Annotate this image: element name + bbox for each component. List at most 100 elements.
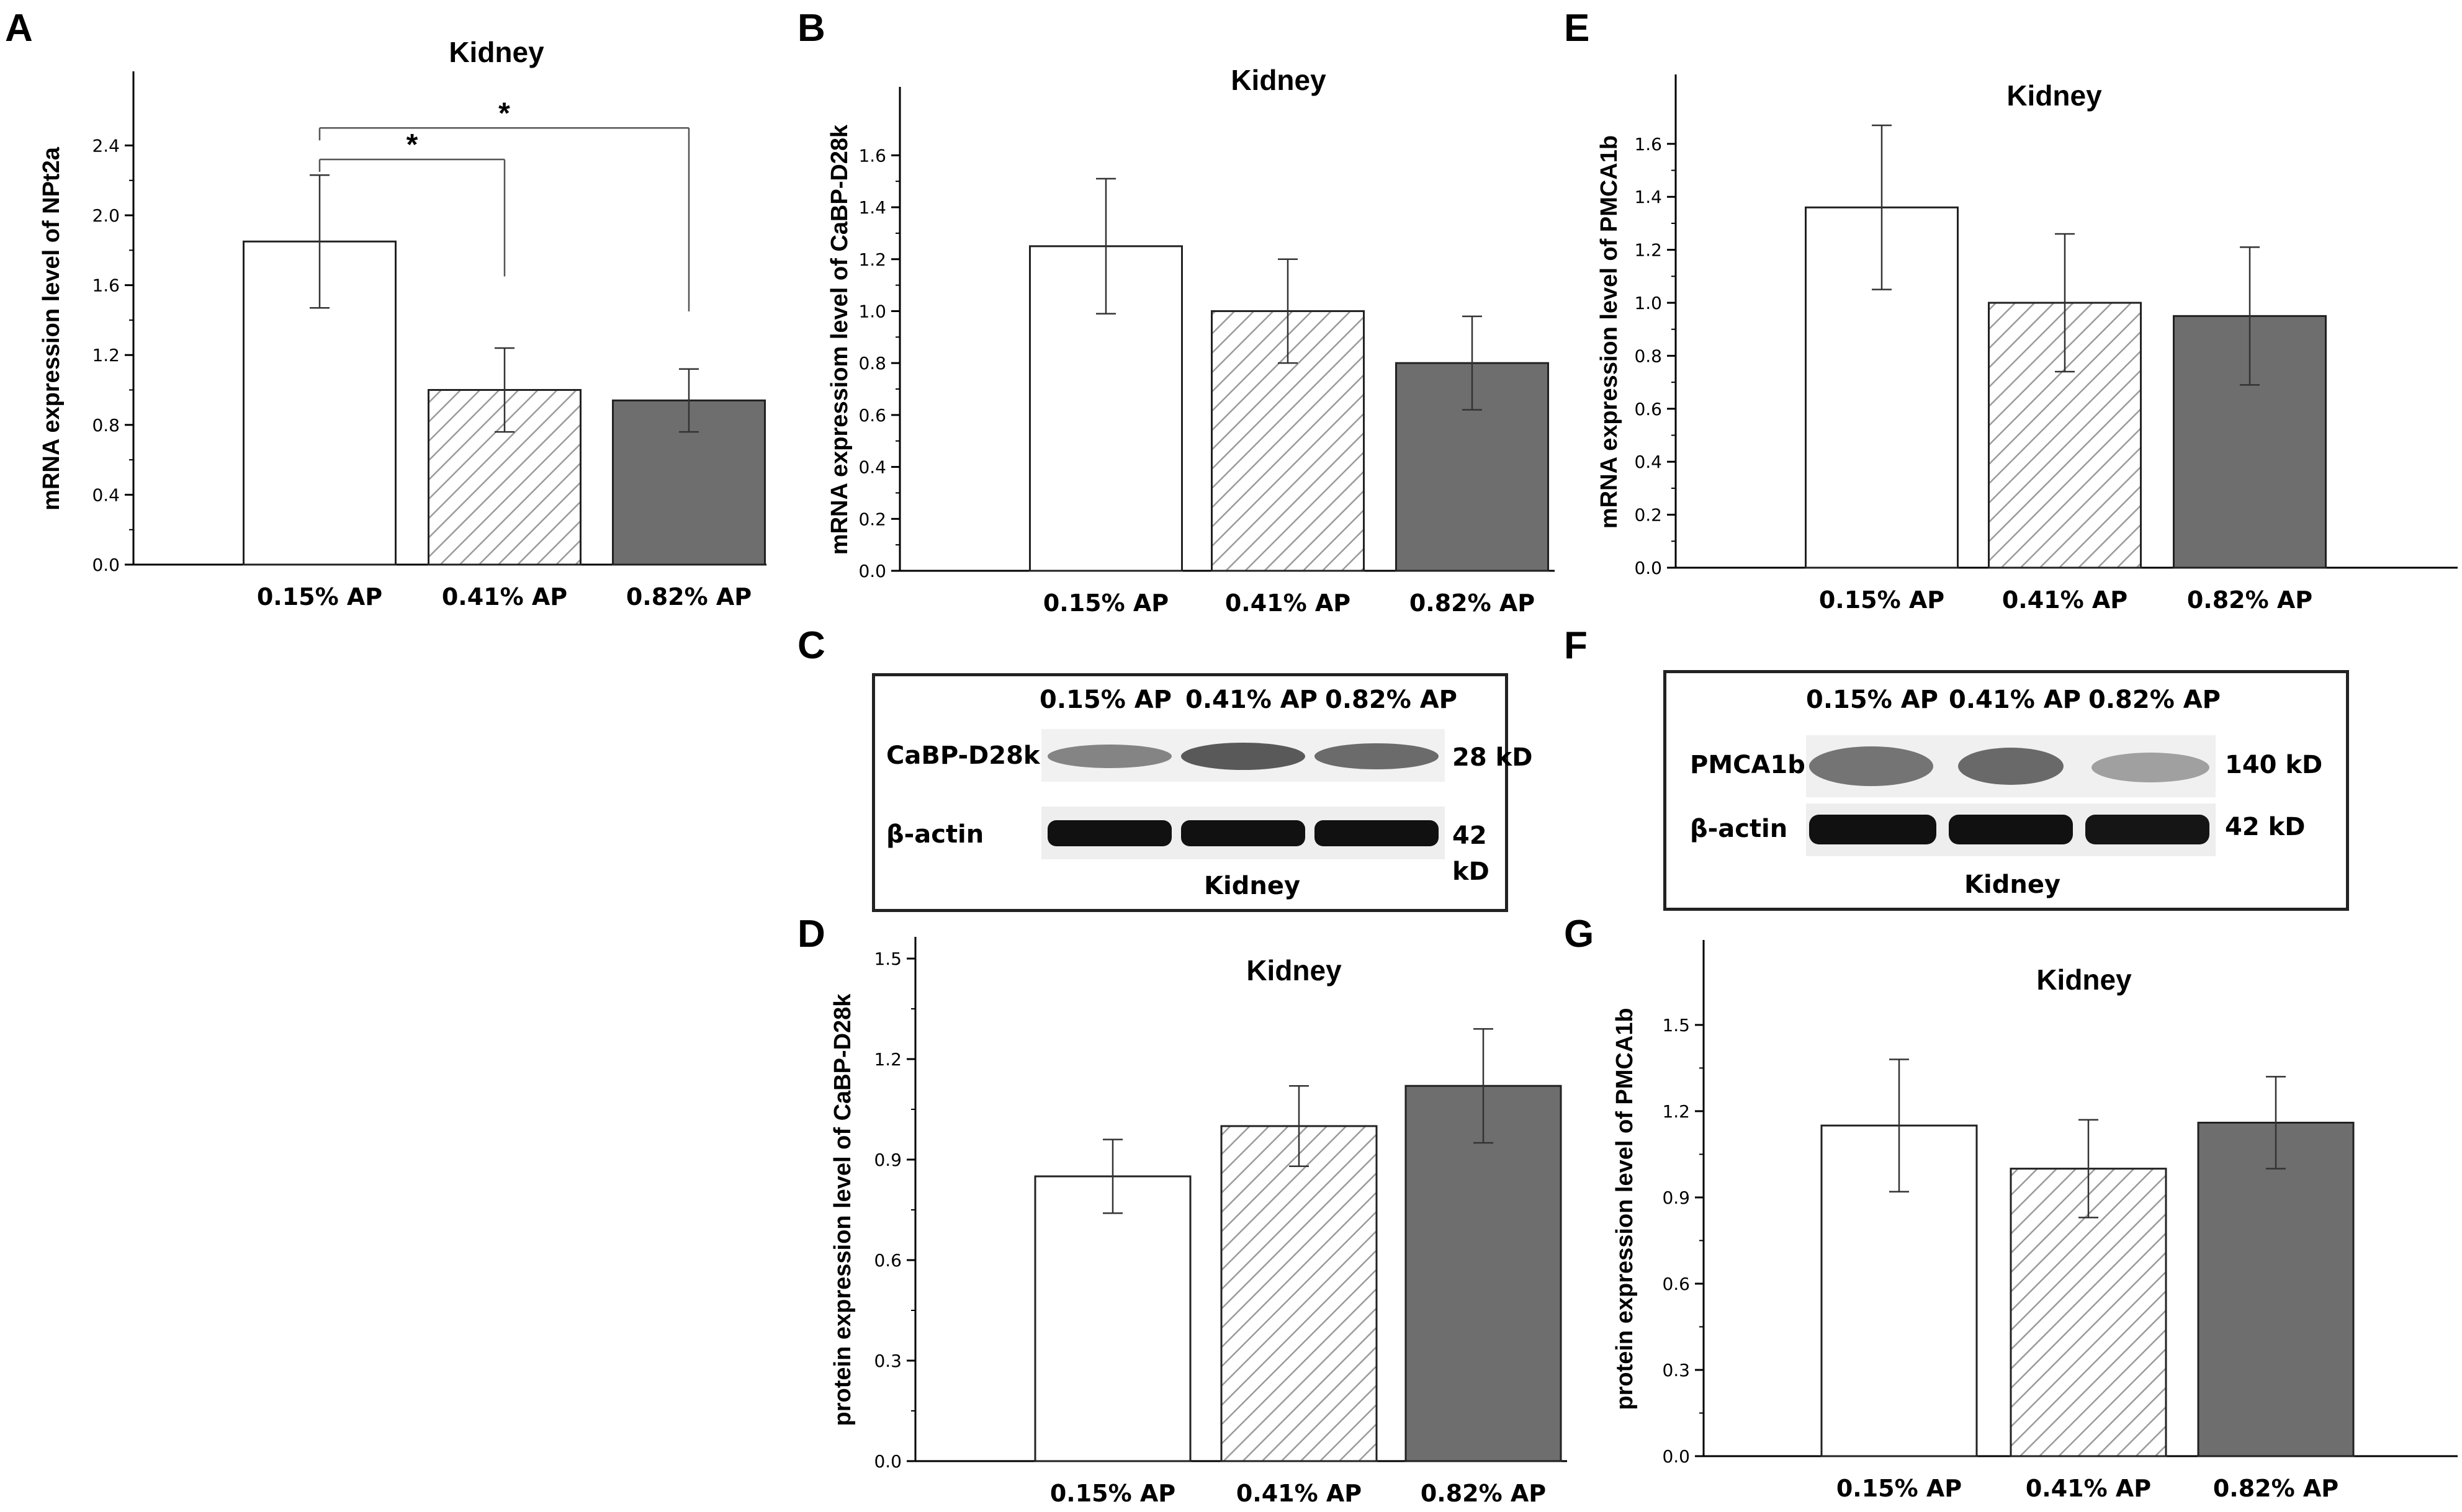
- x-tick-label: 0.41% AP: [2002, 586, 2127, 614]
- chart-title: Kidney: [1231, 64, 1326, 96]
- chart-b: Kidney mRNA expressiom level of CaBP-D28k…: [827, 64, 1555, 617]
- panel-label-a: A: [5, 7, 33, 50]
- y-axis-label: mRNA expression level of PMCA1b: [1596, 135, 1622, 529]
- y-tick-label: 2.0: [92, 205, 120, 226]
- y-tick-label: 0.4: [92, 485, 120, 505]
- y-tick-label: 1.2: [1634, 240, 1662, 261]
- blot-target-kd: 28 kD: [1452, 743, 1533, 772]
- y-tick-label: 0.6: [874, 1250, 902, 1271]
- y-tick-label: 1.0: [1634, 293, 1662, 313]
- y-axis-label: mRNA expressiom level of CaBP-D28k: [827, 124, 853, 555]
- y-tick-label: 0.4: [858, 457, 886, 478]
- panel-label-d: D: [797, 913, 825, 955]
- y-tick-label: 0.0: [1634, 558, 1662, 578]
- panel-label-c: C: [797, 624, 825, 667]
- y-tick-label: 0.2: [1634, 505, 1662, 526]
- y-tick-label: 0.6: [1662, 1274, 1690, 1294]
- x-tick-label: 0.41% AP: [1236, 1480, 1362, 1507]
- blot-tissue-label: Kidney: [1964, 870, 2061, 899]
- chart-title: Kidney: [2006, 79, 2102, 112]
- y-tick-label: 0.4: [1634, 452, 1662, 472]
- chart-title: Kidney: [2036, 964, 2132, 996]
- y-tick-label: 1.6: [92, 275, 120, 296]
- blot-band-strip-control: [1806, 803, 2216, 856]
- blot-lane-label: 0.15% AP: [1806, 686, 1938, 714]
- western-blot-f: 0.15% AP 0.41% AP 0.82% AP PMCA1b 140 kD…: [1663, 670, 2349, 911]
- y-tick-label: 0.0: [858, 561, 886, 581]
- x-tick-label: 0.82% AP: [2213, 1475, 2338, 1502]
- blot-control-label: β-actin: [1690, 815, 1788, 843]
- chart-g: Kidney protein expression level of PMCA1b…: [1612, 940, 2458, 1502]
- bar: [2197, 1121, 2355, 1457]
- chart-title: Kidney: [449, 36, 544, 68]
- x-tick-label: 0.82% AP: [1409, 589, 1535, 617]
- y-tick-label: 1.2: [858, 249, 886, 270]
- blot-target-label: PMCA1b: [1690, 751, 1805, 779]
- x-tick-label: 0.82% AP: [2187, 586, 2312, 614]
- x-tick-label: 0.41% AP: [442, 583, 567, 611]
- blot-band-strip-target: [1806, 735, 2216, 797]
- x-tick-label: 0.15% AP: [1836, 1475, 1962, 1502]
- y-tick-label: 0.0: [874, 1451, 902, 1472]
- y-tick-label: 0.8: [1634, 346, 1662, 366]
- panel-label-b: B: [797, 7, 825, 50]
- x-tick-label: 0.82% AP: [626, 583, 752, 611]
- bar: [1034, 1175, 1192, 1462]
- y-tick-label: 0.9: [874, 1150, 902, 1170]
- chart-title: Kidney: [1246, 954, 1342, 986]
- bar: [1404, 1085, 1562, 1462]
- blot-control-kd: 42 kD: [1452, 821, 1489, 886]
- blot-tissue-label: Kidney: [1204, 872, 1301, 900]
- blot-lane-label: 0.15% AP: [1040, 686, 1172, 714]
- y-tick-label: 1.2: [92, 345, 120, 365]
- y-tick-label: 0.3: [874, 1351, 902, 1371]
- blot-lane-label: 0.82% AP: [2088, 686, 2221, 714]
- y-tick-label: 1.5: [1662, 1015, 1690, 1036]
- y-tick-label: 0.9: [1662, 1188, 1690, 1208]
- blot-target-kd: 140 kD: [2225, 751, 2323, 779]
- western-blot-c: 0.15% AP 0.41% AP 0.82% AP CaBP-D28k 28 …: [872, 673, 1532, 912]
- blot-band-strip-target: [1041, 729, 1445, 782]
- panel-label-e: E: [1564, 7, 1590, 50]
- y-tick-label: 1.5: [874, 949, 902, 969]
- y-tick-label: 0.6: [1634, 399, 1662, 419]
- x-tick-label: 0.15% AP: [1050, 1480, 1175, 1507]
- y-tick-label: 1.4: [1634, 187, 1662, 207]
- panel-label-f: F: [1564, 624, 1588, 667]
- chart-a: Kidney mRNA expression level of NPt2a 0.0 0…: [38, 36, 766, 611]
- chart-d: Kidney protein expression level of CaBP-D…: [830, 937, 1567, 1507]
- significance-star: *: [498, 97, 510, 130]
- y-axis-label: protein expression level of PMCA1b: [1612, 1008, 1638, 1410]
- y-tick-label: 1.2: [874, 1049, 902, 1070]
- y-tick-label: 0.2: [858, 509, 886, 529]
- x-tick-label: 0.15% AP: [257, 583, 382, 611]
- y-tick-label: 0.0: [1662, 1446, 1690, 1467]
- bar: [1220, 1125, 1378, 1462]
- blot-lane-label: 0.82% AP: [1325, 686, 1457, 714]
- y-tick-label: 0.3: [1662, 1360, 1690, 1380]
- x-tick-label: 0.15% AP: [1043, 589, 1169, 617]
- blot-band-strip-control: [1041, 807, 1445, 859]
- blot-control-label: β-actin: [886, 820, 984, 849]
- y-tick-label: 1.6: [858, 145, 886, 166]
- y-tick-label: 0.8: [858, 353, 886, 374]
- x-tick-label: 0.82% AP: [1421, 1480, 1546, 1507]
- y-tick-label: 0.6: [858, 405, 886, 426]
- y-tick-label: 0.8: [92, 415, 120, 436]
- significance-star: *: [407, 128, 418, 161]
- y-tick-label: 1.0: [858, 301, 886, 321]
- y-axis-label: mRNA expression level of NPt2a: [38, 146, 65, 511]
- blot-lane-label: 0.41% AP: [1185, 686, 1318, 714]
- y-axis-label: protein expression level of CaBP-D28k: [830, 993, 856, 1426]
- y-tick-label: 0.0: [92, 555, 120, 575]
- x-tick-label: 0.41% AP: [2026, 1475, 2151, 1502]
- blot-target-label: CaBP-D28k: [886, 741, 1040, 770]
- blot-control-kd: 42 kD: [2225, 813, 2306, 841]
- panel-label-g: G: [1564, 913, 1594, 955]
- blot-lane-label: 0.41% AP: [1949, 686, 2081, 714]
- y-tick-label: 1.2: [1662, 1101, 1690, 1122]
- y-tick-label: 2.4: [92, 135, 120, 156]
- chart-e: Kidney mRNA expression level of PMCA1b 0.0…: [1596, 74, 2458, 614]
- y-tick-label: 1.6: [1634, 134, 1662, 154]
